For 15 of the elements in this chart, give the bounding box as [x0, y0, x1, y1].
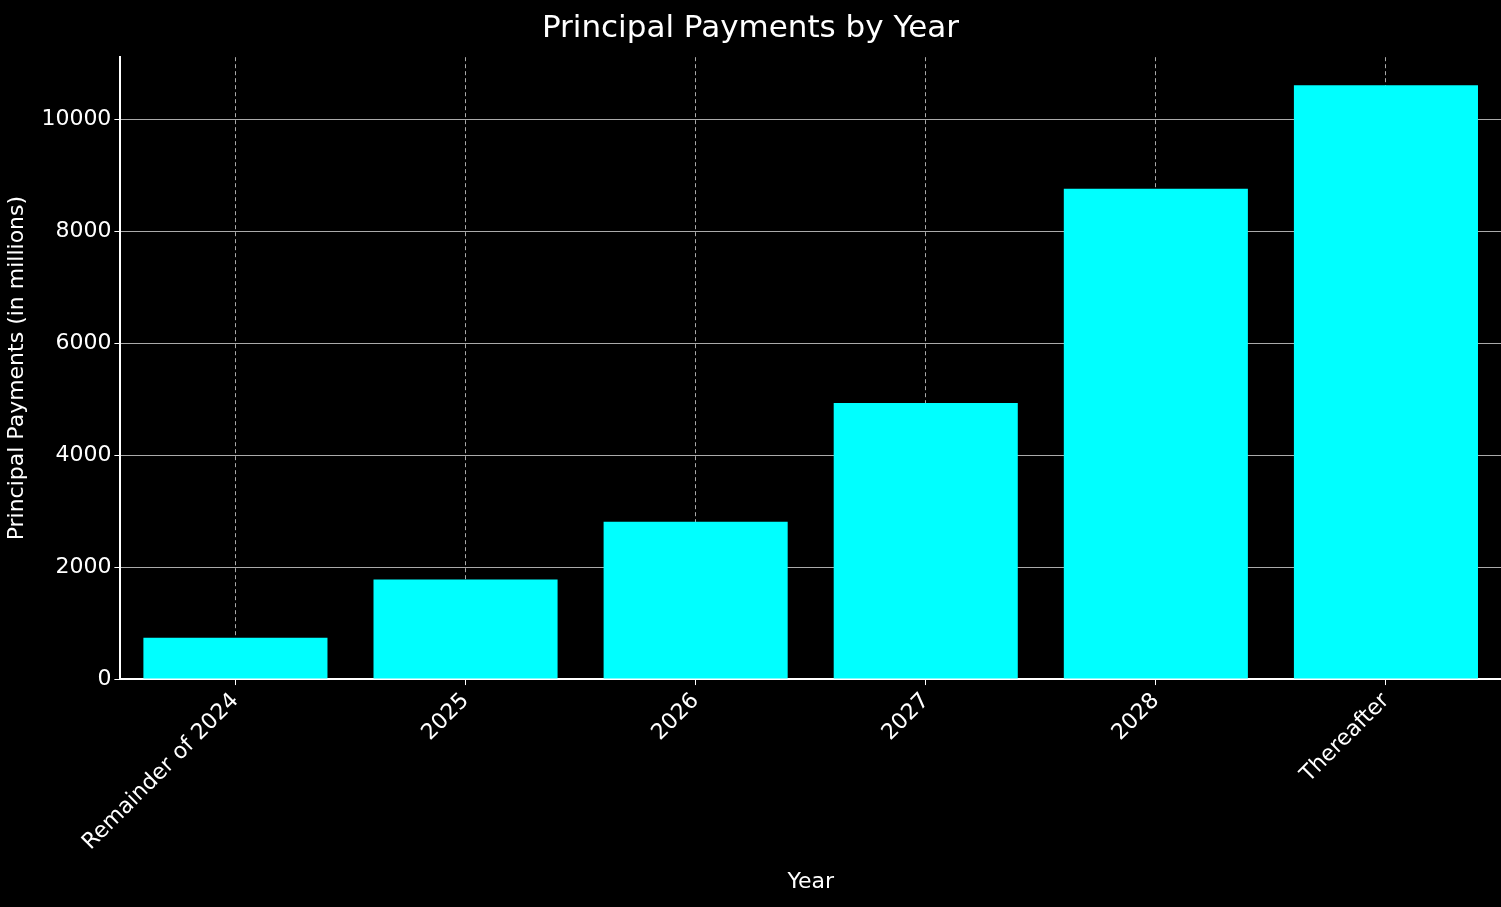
bar [1063, 188, 1248, 679]
chart-title: Principal Payments by Year [541, 7, 960, 44]
bar [1293, 85, 1478, 679]
y-tick-label: 6000 [55, 328, 112, 354]
bar [373, 579, 558, 679]
bar [603, 521, 788, 679]
y-tick-label: 4000 [55, 440, 112, 466]
x-axis-title: Year [786, 867, 835, 893]
bar [833, 403, 1018, 679]
y-axis-title: Principal Payments (in millions) [2, 195, 28, 541]
y-tick-label: 10000 [41, 105, 112, 131]
y-tick-label: 2000 [55, 552, 112, 578]
y-tick-label: 0 [97, 664, 112, 690]
y-tick-label: 8000 [55, 217, 112, 242]
bar [143, 637, 328, 679]
